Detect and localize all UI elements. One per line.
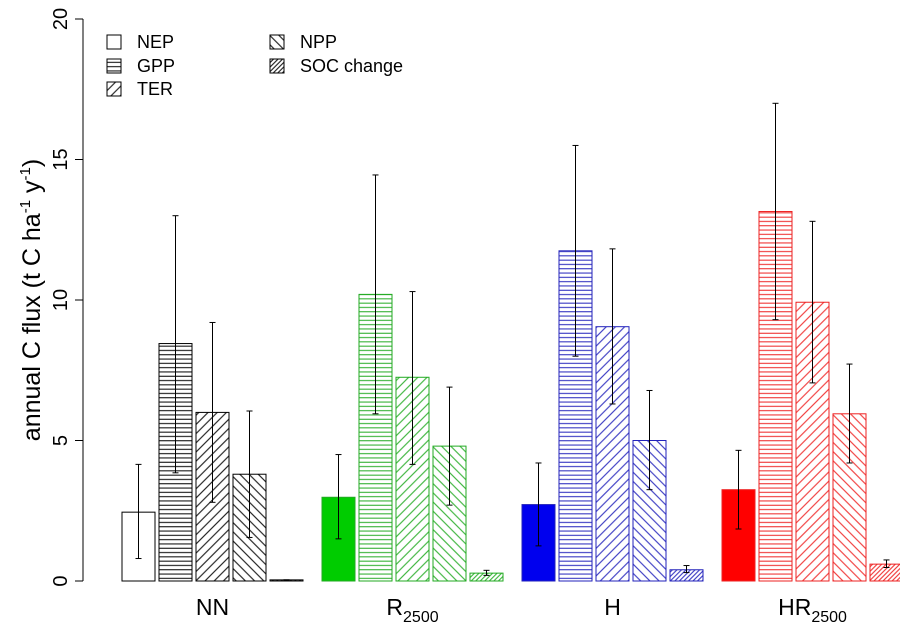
group-label-base: H [604, 594, 621, 620]
group-label-subscript: 2500 [403, 609, 439, 625]
legend-label-gpp: GPP [137, 56, 175, 76]
legend-swatch-soc-change [269, 58, 285, 74]
group-label-subscript: 2500 [811, 609, 847, 625]
y-axis-label-part: -1 [17, 167, 34, 180]
bar-soc-change-hr2500 [869, 563, 900, 582]
y-axis-label-part: annual C flux (t C ha [18, 213, 46, 441]
group-label-h: H [604, 594, 621, 620]
y-axis-label-part: y [18, 180, 46, 200]
legend-swatch-gpp [106, 58, 122, 74]
legend-swatch-nep [106, 34, 122, 50]
legend-label-soc-change: SOC change [300, 56, 403, 76]
legend-label-npp: NPP [300, 32, 337, 52]
group-label-nn: NN [196, 594, 229, 620]
y-axis-label-part: -1 [17, 200, 34, 213]
group-label-base: HR [778, 594, 811, 620]
y-tick-label: 15 [50, 148, 72, 170]
y-tick-label: 10 [50, 289, 72, 311]
y-tick-label: 0 [50, 575, 72, 586]
y-axis-label-part: ) [18, 159, 46, 167]
legend-label-nep: NEP [137, 32, 174, 52]
group-label-hr2500: HR2500 [778, 594, 847, 625]
y-tick-label: 20 [50, 8, 72, 30]
group-label-r2500: R2500 [386, 594, 438, 625]
group-label-base: NN [196, 594, 229, 620]
group-label-base: R [386, 594, 403, 620]
legend-label-ter: TER [137, 79, 173, 99]
legend-swatch-ter [106, 81, 122, 97]
y-tick-label: 5 [50, 435, 72, 446]
legend-swatch-npp [269, 34, 285, 50]
y-axis-label: annual C flux (t C ha-1 y-1) [17, 159, 46, 441]
